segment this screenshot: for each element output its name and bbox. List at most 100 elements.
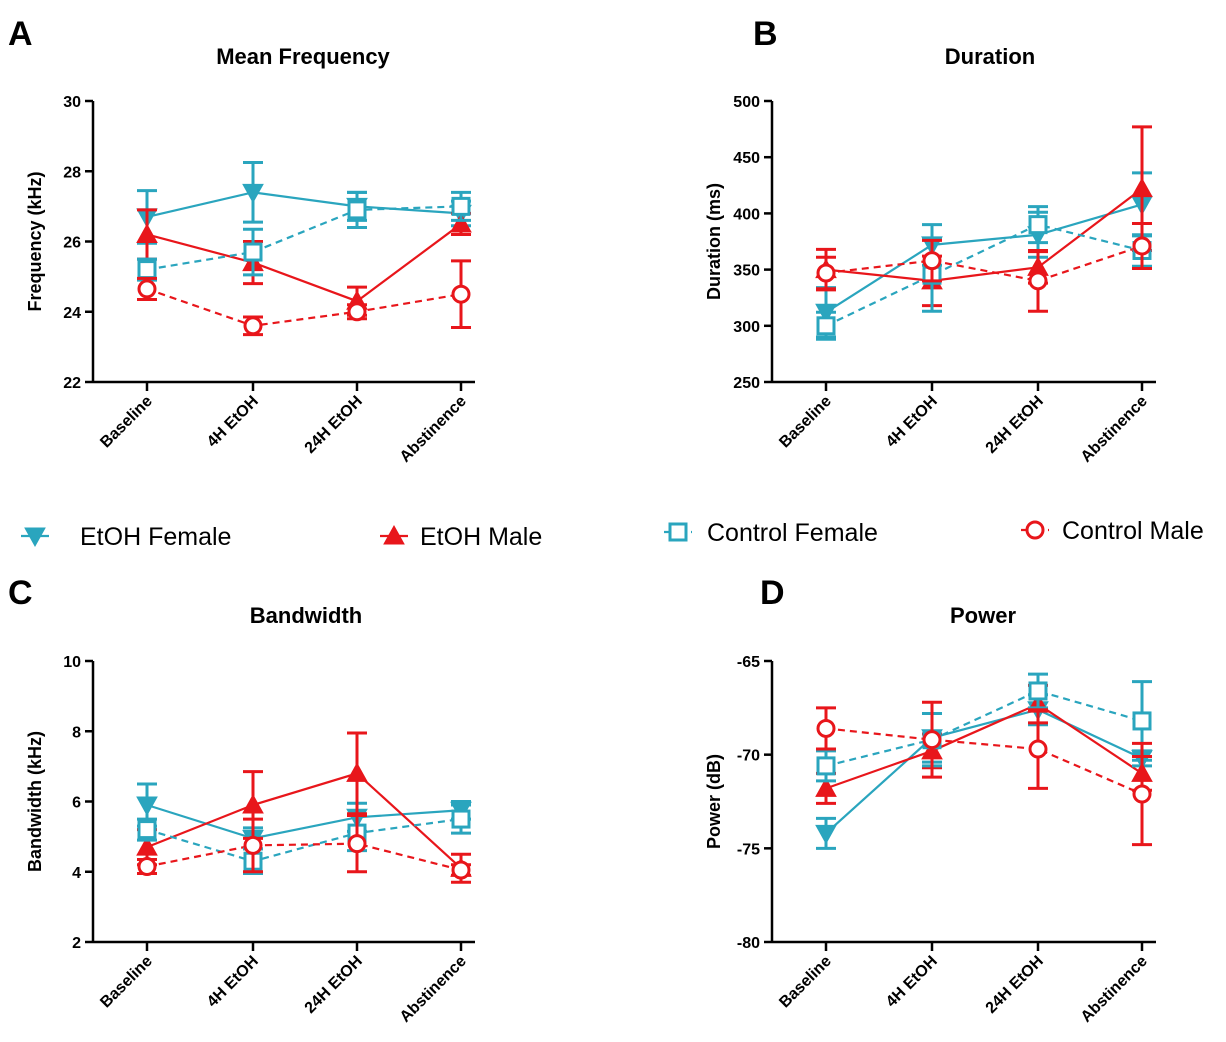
data-point — [815, 824, 837, 845]
data-point — [1028, 215, 1048, 235]
y-tick-label: 250 — [733, 375, 760, 392]
x-tick-label: 24H EtOH — [302, 393, 366, 457]
data-point — [450, 212, 472, 233]
data-point — [1132, 236, 1152, 256]
data-point — [1131, 177, 1153, 198]
x-tick-label: 24H EtOH — [983, 393, 1047, 457]
data-point — [137, 260, 157, 280]
legend-marker — [668, 522, 688, 542]
series-line-0 — [825, 708, 1143, 835]
data-point — [136, 836, 158, 856]
chart-panel-b: B Duration 250 300 350 400 450 500 Duration (ms)… — [704, 15, 1156, 466]
x-tick-label: Abstinence — [1078, 393, 1151, 466]
series-line-2 — [825, 223, 1143, 327]
data-point — [136, 223, 158, 243]
data-point — [451, 284, 471, 304]
data-point — [816, 316, 836, 336]
data-point — [137, 820, 157, 840]
series-line-1 — [825, 187, 1143, 282]
y-tick-label: -65 — [737, 654, 760, 671]
y-tick-label: 10 — [63, 654, 81, 671]
y-tick-label: -70 — [737, 748, 760, 765]
x-tick-label: Abstinence — [1078, 953, 1151, 1026]
y-tick-label: 300 — [733, 319, 760, 336]
data-point — [347, 834, 367, 854]
data-point — [816, 718, 836, 738]
data-point — [451, 809, 471, 829]
legend-item: EtOH Female — [21, 523, 231, 551]
data-point — [1028, 681, 1048, 701]
panel-letter: A — [8, 15, 33, 53]
y-tick-label: 6 — [72, 795, 81, 812]
data-point — [137, 856, 157, 876]
legend-marker — [24, 527, 46, 548]
panel-letter: B — [753, 15, 778, 53]
x-tick-label: Abstinence — [397, 393, 470, 466]
data-point — [243, 835, 263, 855]
data-point — [816, 263, 836, 283]
data-point — [137, 279, 157, 299]
chart-title: Mean Frequency — [216, 44, 390, 69]
series-line-2 — [146, 817, 462, 863]
series-line-3 — [825, 244, 1143, 282]
legend: EtOH Female EtOH Male Control Female Contro… — [21, 517, 1204, 551]
data-point — [1132, 711, 1152, 731]
y-tick-label: 8 — [72, 724, 81, 741]
legend-marker — [1025, 520, 1045, 540]
data-point — [451, 196, 471, 216]
data-point — [242, 183, 264, 204]
y-tick-label: -75 — [737, 841, 760, 858]
y-tick-label: -80 — [737, 935, 760, 952]
x-tick-label: 24H EtOH — [302, 953, 366, 1017]
y-tick-label: 350 — [733, 263, 760, 280]
y-axis-label: Bandwidth (kHz) — [25, 731, 45, 872]
data-point — [242, 793, 264, 814]
legend-label: EtOH Male — [420, 523, 542, 551]
x-tick-label: Baseline — [776, 393, 835, 452]
chart-panel-c: C Bandwidth 2 4 6 8 10 Bandwidth (kHz) Baseline 4… — [8, 574, 475, 1026]
series-line-0 — [146, 191, 462, 218]
y-tick-label: 2 — [72, 935, 81, 952]
legend-marker — [383, 524, 405, 545]
data-point — [1132, 784, 1152, 804]
series-line-0 — [825, 203, 1143, 314]
chart-title: Power — [950, 603, 1016, 628]
y-axis-label: Frequency (kHz) — [25, 171, 45, 311]
legend-label: EtOH Female — [80, 523, 231, 551]
y-tick-label: 28 — [63, 164, 81, 181]
legend-label: Control Female — [707, 519, 878, 547]
y-tick-label: 400 — [733, 206, 760, 223]
panel-letter: D — [760, 574, 785, 612]
series-line-2 — [146, 205, 462, 271]
y-tick-label: 30 — [63, 94, 81, 111]
data-point — [136, 796, 158, 817]
data-point — [347, 302, 367, 322]
series-line-3 — [146, 287, 462, 327]
data-point — [1028, 739, 1048, 759]
data-point — [451, 860, 471, 880]
y-tick-label: 26 — [63, 235, 81, 252]
data-point — [922, 251, 942, 271]
y-tick-label: 22 — [63, 375, 81, 392]
x-tick-label: 4H EtOH — [883, 953, 941, 1011]
chart-panel-a: A Mean Frequency 22 24 26 28 30 Frequency (kHz)… — [8, 15, 475, 466]
y-tick-label: 500 — [733, 94, 760, 111]
series-line-2 — [825, 689, 1143, 767]
data-point — [243, 242, 263, 262]
series-line-0 — [146, 803, 462, 840]
panel-letter: C — [8, 574, 33, 612]
legend-label: Control Male — [1062, 517, 1204, 545]
legend-item: Control Male — [1021, 517, 1204, 545]
legend-item: Control Female — [664, 519, 878, 547]
y-tick-label: 450 — [733, 150, 760, 167]
x-tick-label: Baseline — [776, 953, 835, 1012]
series-line-3 — [146, 842, 462, 872]
data-point — [815, 777, 837, 797]
x-tick-label: 24H EtOH — [983, 953, 1047, 1017]
chart-title: Duration — [945, 44, 1035, 69]
y-axis-label: Duration (ms) — [704, 183, 724, 300]
x-tick-label: Baseline — [97, 953, 156, 1012]
x-tick-label: 4H EtOH — [204, 953, 262, 1011]
data-point — [347, 200, 367, 220]
